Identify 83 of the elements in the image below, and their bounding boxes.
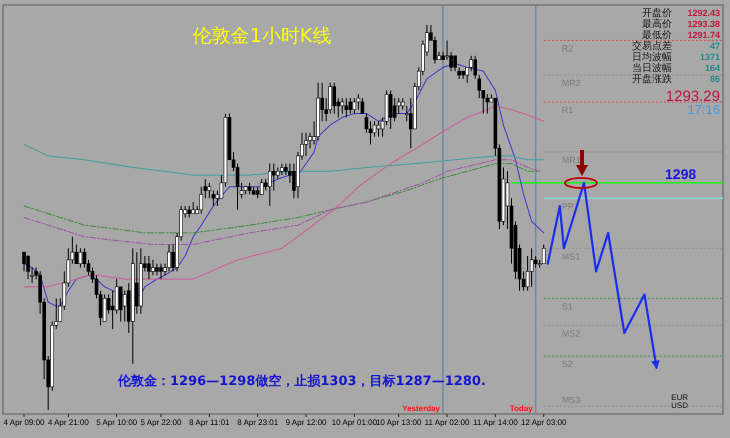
candlestick xyxy=(304,132,308,156)
candlestick xyxy=(272,163,276,192)
candlestick xyxy=(276,166,280,180)
candlestick xyxy=(433,36,437,64)
candlestick xyxy=(356,94,360,110)
x-tick-label: 10 Apr 01:00 xyxy=(332,418,378,427)
annotation: 1293.29 xyxy=(666,88,720,105)
candlestick xyxy=(344,98,348,118)
candlestick xyxy=(392,98,396,122)
annotation: 最低价 xyxy=(642,29,672,41)
x-tick-label: 4 Apr 21:00 xyxy=(48,418,90,427)
x-tick-label: 8 Apr 23:01 xyxy=(237,418,279,427)
annotation: 1291.74 xyxy=(687,30,720,40)
text: 开盘价 xyxy=(642,7,672,19)
candlestick xyxy=(486,94,490,114)
annotation: 17:16 xyxy=(687,102,720,117)
candlestick xyxy=(348,98,352,114)
annotation: 1293.38 xyxy=(687,19,720,29)
annotation: EUR xyxy=(671,393,688,402)
candlestick xyxy=(147,256,151,280)
annotation: 164 xyxy=(704,63,720,73)
candlestick xyxy=(122,290,127,322)
chart-title: 伦敦金1小时K线 xyxy=(192,25,332,47)
candlestick xyxy=(26,256,30,280)
candlestick xyxy=(388,90,392,130)
annotation: 47 xyxy=(710,41,720,51)
annotation: 交易点差 xyxy=(632,40,672,52)
candlestick xyxy=(118,286,123,322)
candlestick xyxy=(284,163,288,176)
candlestick xyxy=(477,74,482,99)
candlestick xyxy=(110,290,114,330)
candlestick xyxy=(453,55,457,72)
x-tick-label: 10 Apr 13:00 xyxy=(376,418,422,427)
candlestick xyxy=(78,248,82,268)
candlestick xyxy=(248,182,252,195)
candlestick xyxy=(469,55,474,72)
x-tick-label: 11 Apr 14:00 xyxy=(472,418,518,427)
candlestick xyxy=(328,82,332,114)
x-tick-label: 5 Apr 22:00 xyxy=(140,418,182,427)
candlestick xyxy=(159,263,163,280)
x-tick-label: 9 Apr 12:00 xyxy=(286,418,328,427)
annotation: 1298 xyxy=(665,166,696,182)
candlestick xyxy=(457,66,461,80)
candlestick xyxy=(114,278,118,314)
candlestick xyxy=(280,163,284,176)
x-tick-label: 5 Apr 10:00 xyxy=(96,418,138,427)
annotation: Yesterday xyxy=(402,404,441,413)
annotation: 当日波幅 xyxy=(632,62,672,74)
candlestick xyxy=(187,205,191,218)
x-tick-label: 11 Apr 02:00 xyxy=(424,418,470,427)
candlestick xyxy=(151,259,155,276)
candlestick xyxy=(534,256,538,268)
candlestick xyxy=(352,98,356,114)
annotation: 伦敦金：1296—1298做空，止损1303，目标1287—1280. xyxy=(117,373,486,389)
candlestick xyxy=(191,202,196,214)
candlestick xyxy=(400,98,405,110)
candlestick xyxy=(396,98,400,114)
annotation: 最高价 xyxy=(642,18,672,30)
annotation: 日均波幅 xyxy=(632,51,672,63)
x-tick-label: 12 Apr 03:00 xyxy=(521,418,567,427)
text: 1292.43 xyxy=(687,8,720,18)
candlestick xyxy=(332,82,336,114)
candlestick xyxy=(102,294,106,322)
candlestick xyxy=(340,98,344,114)
annotation: 1371 xyxy=(700,52,720,62)
candlestick xyxy=(260,178,264,195)
annotation: USD xyxy=(671,401,688,410)
candlestick xyxy=(376,120,380,138)
annotation: 开盘涨跌 xyxy=(632,73,672,85)
candlestick xyxy=(208,182,212,199)
annotation: 86 xyxy=(710,74,720,84)
annotation: Today xyxy=(510,404,534,413)
candlestick xyxy=(22,252,26,272)
candlestick xyxy=(256,186,260,199)
candlestick xyxy=(155,263,159,276)
candlestick xyxy=(268,163,272,206)
candlestick xyxy=(542,244,546,264)
candlestick xyxy=(199,186,204,214)
x-tick-label: 4 Apr 09:00 xyxy=(4,418,46,427)
candlestick xyxy=(530,248,534,288)
candlestick xyxy=(167,244,171,272)
candlestick xyxy=(473,55,478,80)
x-tick-label: 8 Apr 11:01 xyxy=(189,418,230,427)
